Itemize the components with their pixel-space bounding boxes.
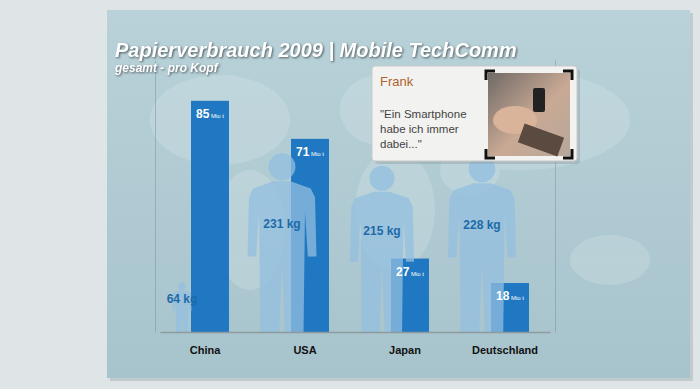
quote-text: "Ein Smartphone habe ich immer dabei..." (380, 108, 470, 150)
photo (488, 73, 570, 156)
pictogram-label: 64 kg (167, 292, 198, 306)
x-tick: Japan (389, 332, 421, 356)
continent (570, 235, 650, 285)
x-tick-label: China (190, 344, 221, 356)
quote-box: Frank "Ein Smartphone habe ich immer dabe… (372, 66, 580, 164)
photo-corner (563, 71, 572, 80)
x-tick: Deutschland (472, 332, 538, 356)
baseline (161, 332, 551, 334)
pictogram-label: 228 kg (463, 218, 500, 232)
bar-label: 71 Mio t (296, 145, 324, 159)
person-pictogram (350, 166, 414, 332)
x-tick-label: USA (293, 344, 316, 356)
quote-box-frame (372, 66, 577, 161)
photo-corner (563, 149, 572, 158)
chart: 85 Mio t 71 Mio t 27 Mio t 18 Mio t 64 kg 231… (0, 0, 700, 389)
x-axis: China USA Japan Deutschland (161, 332, 551, 356)
person-pictogram (248, 153, 317, 332)
bar-label: 85 Mio t (196, 107, 224, 121)
person-pictogram (448, 156, 516, 332)
x-tick-label: Japan (389, 344, 421, 356)
x-tick: USA (293, 332, 316, 356)
bar-label: 27 Mio t (396, 265, 424, 279)
panel (107, 10, 690, 378)
y-axis (155, 61, 156, 333)
title: Papierverbrauch 2009 | Mobile TechComm (115, 39, 517, 61)
bar-label: 18 Mio t (496, 289, 524, 303)
photo-corner (486, 149, 495, 158)
y-axis-line (155, 61, 156, 333)
pictogram-label: 215 kg (363, 224, 400, 238)
photo-corner (486, 71, 495, 80)
subtitle: gesamt - pro Kopf (114, 61, 219, 75)
quote-author: Frank (380, 74, 414, 89)
pictogram-label: 231 kg (263, 217, 300, 231)
x-tick-label: Deutschland (472, 344, 538, 356)
photo-phone (533, 88, 545, 112)
photo-book (518, 123, 564, 156)
page-background (0, 0, 700, 389)
x-tick: China (190, 332, 221, 356)
person-pictogram (172, 283, 191, 332)
